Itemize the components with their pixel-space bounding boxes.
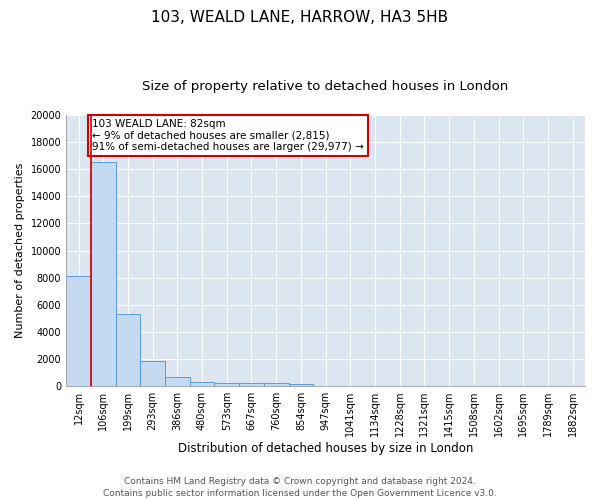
Bar — [91, 162, 116, 386]
Bar — [165, 376, 190, 386]
Bar — [239, 384, 264, 386]
Text: 103 WEALD LANE: 82sqm
← 9% of detached houses are smaller (2,815)
91% of semi-de: 103 WEALD LANE: 82sqm ← 9% of detached h… — [92, 119, 364, 152]
Y-axis label: Number of detached properties: Number of detached properties — [15, 163, 25, 338]
Title: Size of property relative to detached houses in London: Size of property relative to detached ho… — [142, 80, 509, 93]
Bar — [264, 384, 289, 386]
Bar — [190, 382, 214, 386]
X-axis label: Distribution of detached houses by size in London: Distribution of detached houses by size … — [178, 442, 473, 455]
Bar — [116, 314, 140, 386]
Bar — [214, 383, 239, 386]
Bar — [66, 276, 91, 386]
Text: 103, WEALD LANE, HARROW, HA3 5HB: 103, WEALD LANE, HARROW, HA3 5HB — [151, 10, 449, 25]
Bar — [289, 384, 313, 386]
Text: Contains HM Land Registry data © Crown copyright and database right 2024.
Contai: Contains HM Land Registry data © Crown c… — [103, 476, 497, 498]
Bar — [140, 361, 165, 386]
